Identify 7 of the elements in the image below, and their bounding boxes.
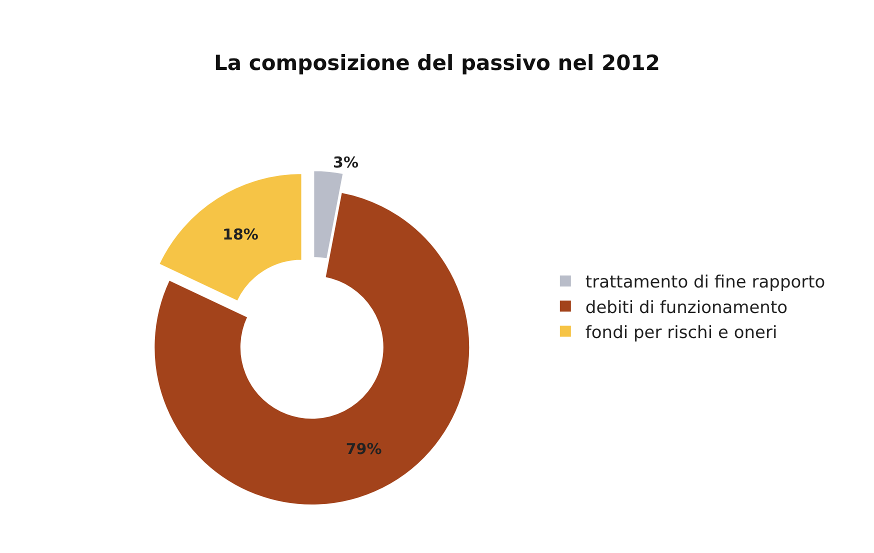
legend-label: fondi per rischi e oneri (585, 322, 778, 343)
data-label: 3% (333, 153, 358, 172)
data-label: 18% (222, 226, 258, 244)
legend-label: trattamento di fine rapporto (585, 272, 826, 293)
data-label: 79% (346, 440, 382, 458)
chart-title: La composizione del passivo nel 2012 (214, 51, 660, 75)
legend-label: debiti di funzionamento (585, 298, 788, 318)
